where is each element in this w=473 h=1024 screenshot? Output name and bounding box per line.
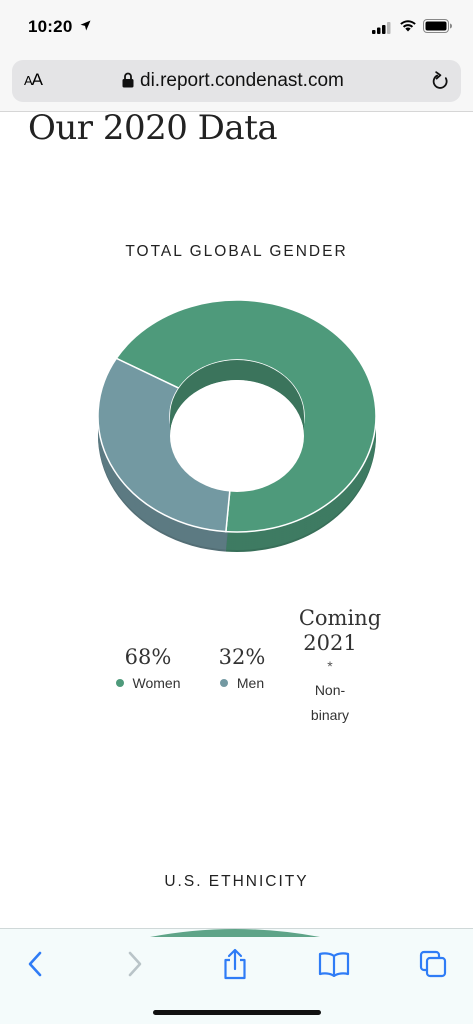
men-label: Men [236, 675, 265, 691]
coming-line-2: 2021 [303, 631, 357, 655]
chart-title: TOTAL GLOBAL GENDER [125, 243, 348, 260]
forward-icon [128, 951, 142, 977]
location-arrow-icon [80, 18, 91, 36]
share-icon [224, 948, 246, 980]
donut-hole [170, 380, 304, 492]
coming-line-1: Coming [298, 606, 382, 630]
status-bar: 10:20 [0, 0, 473, 52]
women-color-dot [115, 679, 124, 687]
bookmarks-button[interactable] [317, 947, 351, 981]
back-button[interactable] [18, 947, 52, 981]
reader-settings-button[interactable]: AA [24, 70, 43, 89]
wifi-icon [399, 19, 417, 37]
asterisk-mark: * [327, 658, 333, 674]
donut-inner-wall [170, 360, 304, 436]
women-percentage: 68% [124, 645, 172, 669]
status-time: 10:20 [28, 17, 73, 36]
tabs-button[interactable] [416, 947, 450, 981]
browser-address-area: AA di.report.condenast.com [0, 52, 473, 112]
battery-icon [423, 19, 453, 38]
gender-donut-chart [0, 280, 473, 580]
address-bar[interactable]: AA di.report.condenast.com [12, 60, 461, 102]
url-text[interactable]: di.report.condenast.com [140, 70, 344, 91]
section-title-us-ethnicity: U.S. ETHNICITY [164, 873, 309, 890]
next-chart-peek [150, 929, 320, 937]
men-color-dot [219, 679, 228, 687]
tabs-icon [419, 950, 447, 978]
legend-nonbinary: Coming 2021 * Non- binary [290, 606, 390, 728]
legend-women: 68% Women [108, 645, 188, 691]
forward-button[interactable] [118, 947, 152, 981]
signal-icon [372, 21, 392, 39]
page-title: Our 2020 Data [28, 108, 278, 148]
men-percentage: 32% [218, 645, 266, 669]
legend-men: 32% Men [206, 645, 278, 691]
bookmarks-icon [318, 952, 350, 977]
lock-icon [122, 72, 134, 93]
back-icon [28, 951, 42, 977]
share-button[interactable] [218, 947, 252, 981]
browser-toolbar [0, 928, 473, 1024]
reload-icon[interactable] [432, 71, 450, 96]
nonbinary-label-line-1: Non- [314, 682, 346, 698]
nonbinary-label-line-2: binary [310, 707, 350, 723]
women-label: Women [132, 675, 181, 691]
home-indicator [153, 1010, 321, 1015]
